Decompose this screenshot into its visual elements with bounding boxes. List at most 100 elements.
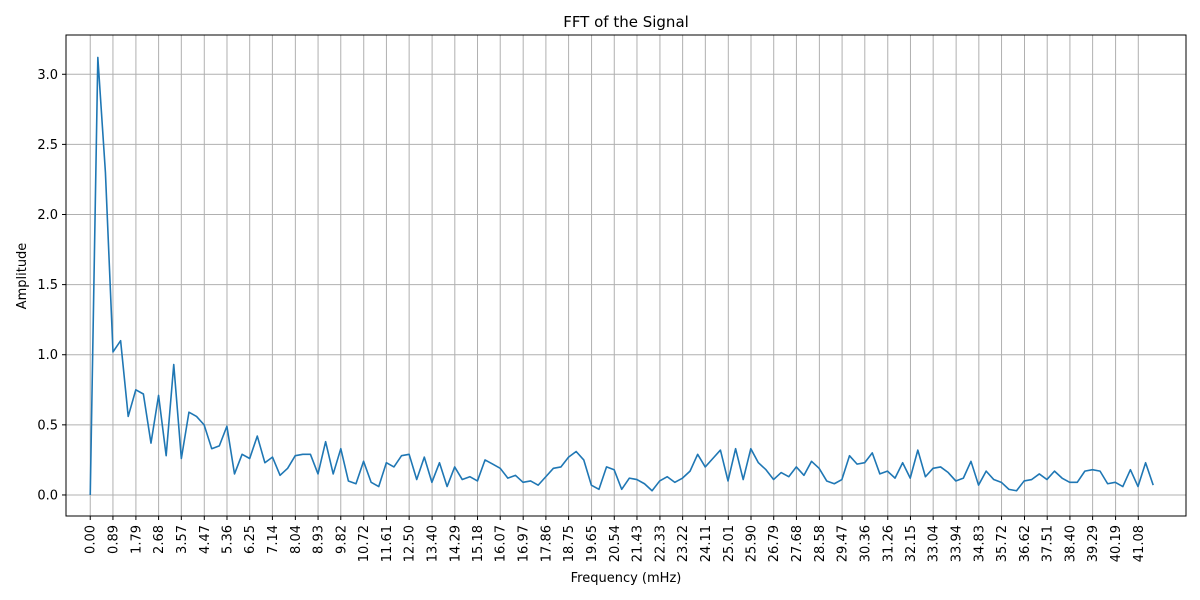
x-axis-label: Frequency (mHz) — [571, 571, 682, 586]
data-point — [1008, 488, 1010, 490]
data-point — [324, 440, 326, 442]
y-tick-label: 1.0 — [37, 348, 58, 363]
data-point — [340, 447, 342, 449]
data-point — [985, 470, 987, 472]
y-axis-label: Amplitude — [15, 243, 30, 310]
data-point — [355, 483, 357, 485]
data-point — [393, 466, 395, 468]
data-point — [757, 462, 759, 464]
data-point — [727, 480, 729, 482]
x-tick-label: 16.07 — [494, 525, 509, 562]
data-point — [871, 452, 873, 454]
data-point — [218, 445, 220, 447]
x-tick-label: 39.29 — [1086, 525, 1101, 562]
x-tick-label: 10.72 — [357, 525, 372, 562]
data-point — [1015, 490, 1017, 492]
data-point — [734, 447, 736, 449]
data-point — [719, 449, 721, 451]
data-point — [1106, 483, 1108, 485]
data-point — [112, 351, 114, 353]
data-point — [674, 481, 676, 483]
data-point — [894, 477, 896, 479]
data-point — [643, 483, 645, 485]
data-point — [658, 480, 660, 482]
data-point — [150, 442, 152, 444]
data-point — [302, 453, 304, 455]
y-tick-label: 2.0 — [37, 208, 58, 223]
data-point — [886, 470, 888, 472]
x-tick-label: 25.90 — [745, 525, 760, 562]
x-tick-label: 29.47 — [836, 525, 851, 562]
data-point — [476, 480, 478, 482]
data-point — [1144, 462, 1146, 464]
data-point — [689, 470, 691, 472]
y-tick-label: 3.0 — [37, 68, 58, 83]
x-tick-label: 37.51 — [1041, 525, 1056, 562]
data-point — [514, 474, 516, 476]
data-point — [233, 473, 235, 475]
x-tick-label: 19.65 — [585, 525, 600, 562]
x-tick-label: 20.54 — [608, 525, 623, 562]
data-point — [1114, 481, 1116, 483]
data-point — [537, 484, 539, 486]
data-point — [977, 484, 979, 486]
x-tick-label: 0.89 — [106, 525, 121, 554]
data-point — [583, 459, 585, 461]
x-tick-label: 21.43 — [630, 525, 645, 562]
y-tick-label: 1.5 — [37, 278, 58, 293]
data-point — [1122, 485, 1124, 487]
data-point — [317, 473, 319, 475]
data-point — [165, 455, 167, 457]
grid-layer — [66, 35, 1186, 516]
data-point — [378, 485, 380, 487]
data-point — [264, 462, 266, 464]
data-point — [370, 481, 372, 483]
data-point — [385, 462, 387, 464]
data-point — [909, 477, 911, 479]
data-point — [97, 56, 99, 58]
x-tick-label: 13.40 — [426, 525, 441, 562]
data-point — [241, 453, 243, 455]
data-point — [750, 447, 752, 449]
data-point — [924, 476, 926, 478]
data-point — [552, 467, 554, 469]
data-point — [1038, 473, 1040, 475]
data-point — [772, 478, 774, 480]
y-tick-label: 2.5 — [37, 138, 58, 153]
data-point — [203, 424, 205, 426]
data-point — [142, 393, 144, 395]
data-point — [446, 485, 448, 487]
data-point — [803, 474, 805, 476]
data-point — [484, 459, 486, 461]
x-tick-label: 12.50 — [403, 525, 418, 562]
x-tick-label: 5.36 — [220, 525, 235, 554]
x-tick-label: 41.08 — [1132, 525, 1147, 562]
data-point — [863, 462, 865, 464]
data-point — [932, 467, 934, 469]
data-point — [613, 469, 615, 471]
data-point — [469, 476, 471, 478]
x-tick-label: 8.04 — [289, 525, 304, 554]
data-point — [666, 476, 668, 478]
data-point — [195, 415, 197, 417]
data-point — [1084, 470, 1086, 472]
x-tick-label: 36.62 — [1018, 525, 1033, 562]
data-point — [1099, 470, 1101, 472]
data-point — [173, 363, 175, 365]
x-tick-label: 4.47 — [198, 525, 213, 554]
data-point — [567, 456, 569, 458]
data-point — [529, 480, 531, 482]
x-tick-label: 6.25 — [243, 525, 258, 554]
data-point — [917, 449, 919, 451]
data-point — [1068, 481, 1070, 483]
data-point — [1053, 470, 1055, 472]
data-point — [841, 478, 843, 480]
x-tick-label: 2.68 — [152, 525, 167, 554]
plot-frame — [65, 34, 1187, 517]
data-point — [742, 478, 744, 480]
amplitude-series-line — [89, 56, 1154, 495]
data-point — [651, 490, 653, 492]
y-tick-label: 0.0 — [37, 488, 58, 503]
data-point — [939, 466, 941, 468]
